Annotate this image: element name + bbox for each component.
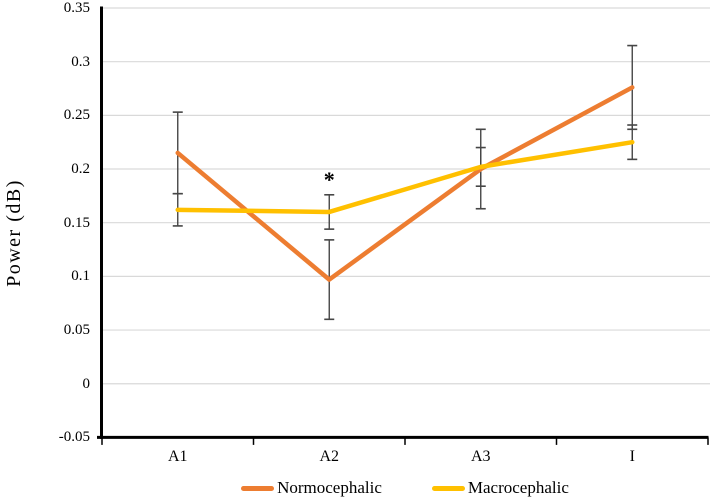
legend-item-normocephalic: Normocephalic [241, 478, 382, 498]
series-line-macrocephalic [175, 139, 635, 215]
legend-line-swatch [431, 485, 465, 491]
x-category-label: A1 [167, 448, 188, 465]
y-tick-label: -0.05 [58, 429, 90, 446]
series-line-normocephalic [175, 85, 635, 282]
y-tick-label: 0.35 [63, 0, 90, 16]
legend: Normocephalic Macrocephalic [102, 476, 708, 500]
y-tick-label: 0.3 [71, 53, 90, 70]
y-tick-label: 0.15 [63, 214, 90, 231]
y-tick-label: 0.1 [71, 268, 90, 285]
x-category-label: I [629, 448, 635, 465]
x-category-label: A3 [470, 448, 491, 465]
significance-asterisk: * [323, 166, 335, 192]
x-category-label: A2 [319, 448, 340, 465]
y-tick-label: 0.2 [71, 161, 90, 178]
y-tick-label: 0 [82, 375, 91, 392]
legend-line-swatch [241, 485, 275, 491]
legend-item-macrocephalic: Macrocephalic [431, 478, 569, 498]
legend-label: Macrocephalic [467, 478, 569, 497]
y-tick-label: 0.05 [63, 322, 90, 339]
legend-label: Normocephalic [277, 478, 382, 497]
y-tick-label: 0.25 [63, 107, 90, 124]
